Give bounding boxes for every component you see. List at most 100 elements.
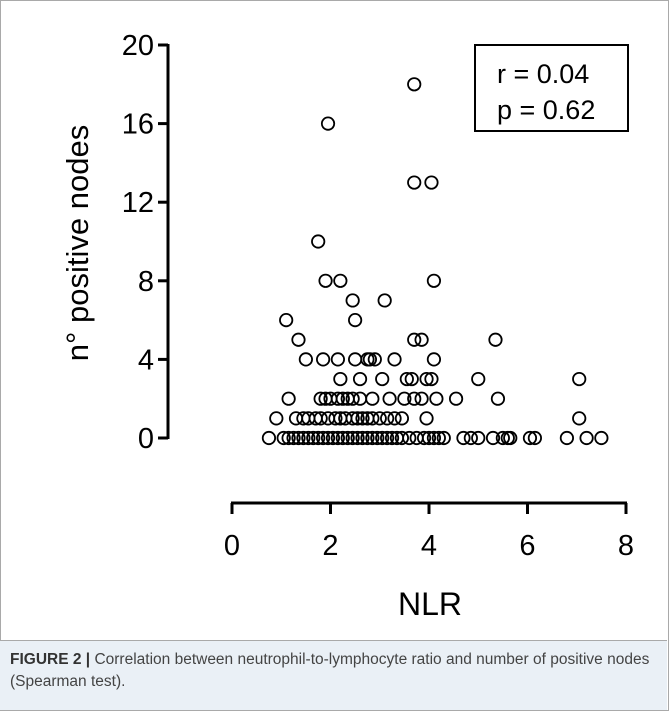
data-point [301, 430, 316, 446]
data-point [426, 430, 442, 446]
data-point [399, 371, 414, 387]
x-tick-label: 4 [421, 530, 437, 562]
data-point [345, 411, 360, 426]
data-point [394, 430, 410, 446]
data-point [281, 430, 296, 446]
data-point [313, 411, 328, 426]
data-point [333, 273, 348, 288]
data-point [426, 273, 442, 288]
data-point [419, 411, 434, 426]
data-point [355, 411, 370, 426]
data-points [261, 77, 609, 446]
data-point [397, 391, 412, 406]
data-point [355, 430, 370, 446]
data-point [414, 332, 429, 347]
data-point [579, 430, 594, 446]
data-point [352, 371, 368, 387]
data-point [394, 411, 410, 426]
data-point [456, 430, 471, 446]
y-tick-label: 4 [138, 344, 154, 376]
data-point [402, 430, 417, 446]
y-axis: 0 4 8 12 16 20 [122, 30, 170, 455]
data-point [380, 430, 395, 446]
data-point [291, 332, 306, 347]
y-tick-label: 12 [122, 187, 154, 219]
data-point [320, 430, 336, 446]
x-tick-label: 0 [224, 530, 240, 562]
data-point [416, 430, 432, 446]
data-point [333, 371, 348, 387]
data-point [490, 391, 506, 406]
x-axis-label: NLR [398, 586, 462, 622]
data-point [431, 430, 446, 446]
data-point [320, 116, 336, 131]
figure-caption-label: FIGURE 2 | [10, 651, 91, 668]
data-point [375, 371, 390, 387]
data-point [350, 411, 365, 426]
data-point [495, 430, 510, 446]
data-point [261, 430, 277, 446]
data-point [387, 352, 402, 367]
data-point [298, 352, 313, 367]
data-point [380, 411, 395, 426]
data-point [318, 273, 333, 288]
data-point [370, 430, 385, 446]
data-point [384, 430, 400, 446]
data-point [325, 430, 341, 446]
data-point [503, 430, 518, 446]
y-tick-label: 16 [122, 109, 154, 141]
data-point [382, 391, 397, 406]
y-axis-label: n° positive nodes [60, 125, 95, 361]
x-tick-label: 8 [618, 530, 634, 562]
data-point [276, 430, 291, 446]
data-point [485, 430, 501, 446]
data-point [286, 430, 301, 446]
data-point [436, 430, 451, 446]
data-point [340, 430, 355, 446]
data-point [367, 352, 382, 367]
data-point [311, 234, 326, 249]
data-point [488, 332, 503, 347]
data-point [365, 430, 380, 446]
data-point [387, 411, 402, 426]
data-point [360, 430, 375, 446]
data-point [365, 391, 380, 406]
data-point [296, 430, 311, 446]
data-point [313, 391, 328, 406]
data-point [421, 430, 437, 446]
stats-annotation: r = 0.04 p = 0.62 [474, 44, 629, 132]
data-point [527, 430, 542, 446]
figure-caption-text: Correlation between neutrophil-to-lympho… [10, 651, 650, 690]
data-point [352, 391, 368, 406]
x-axis: 0 2 4 6 8 [224, 501, 634, 562]
stats-annotation-box [474, 44, 629, 132]
data-point [345, 430, 360, 446]
data-point [424, 371, 439, 387]
data-point [407, 77, 422, 92]
data-point [407, 175, 422, 190]
figure-caption: FIGURE 2 | Correlation between neutrophi… [10, 649, 650, 693]
data-point [522, 430, 538, 446]
data-point [330, 430, 345, 446]
data-point [316, 352, 331, 367]
data-point [365, 411, 380, 426]
data-point [463, 430, 478, 446]
data-point [291, 430, 306, 446]
data-point [281, 391, 296, 406]
data-point [306, 430, 321, 446]
data-point [572, 411, 587, 426]
data-point [348, 312, 363, 328]
data-point [335, 430, 350, 446]
x-tick-label: 2 [322, 530, 338, 562]
scatter-chart: 0 4 8 12 16 20 0 2 4 6 8 r = 0.04 p = 0.62 n° pos… [60, 30, 634, 622]
data-point [448, 391, 464, 406]
figure-caption-box [0, 640, 667, 710]
data-point [345, 391, 360, 406]
data-point [328, 411, 343, 426]
data-point [316, 430, 331, 446]
data-point [348, 352, 363, 367]
stats-p-value: p = 0.62 [497, 95, 595, 125]
data-point [375, 430, 390, 446]
data-point [362, 352, 377, 367]
data-point [330, 352, 345, 367]
